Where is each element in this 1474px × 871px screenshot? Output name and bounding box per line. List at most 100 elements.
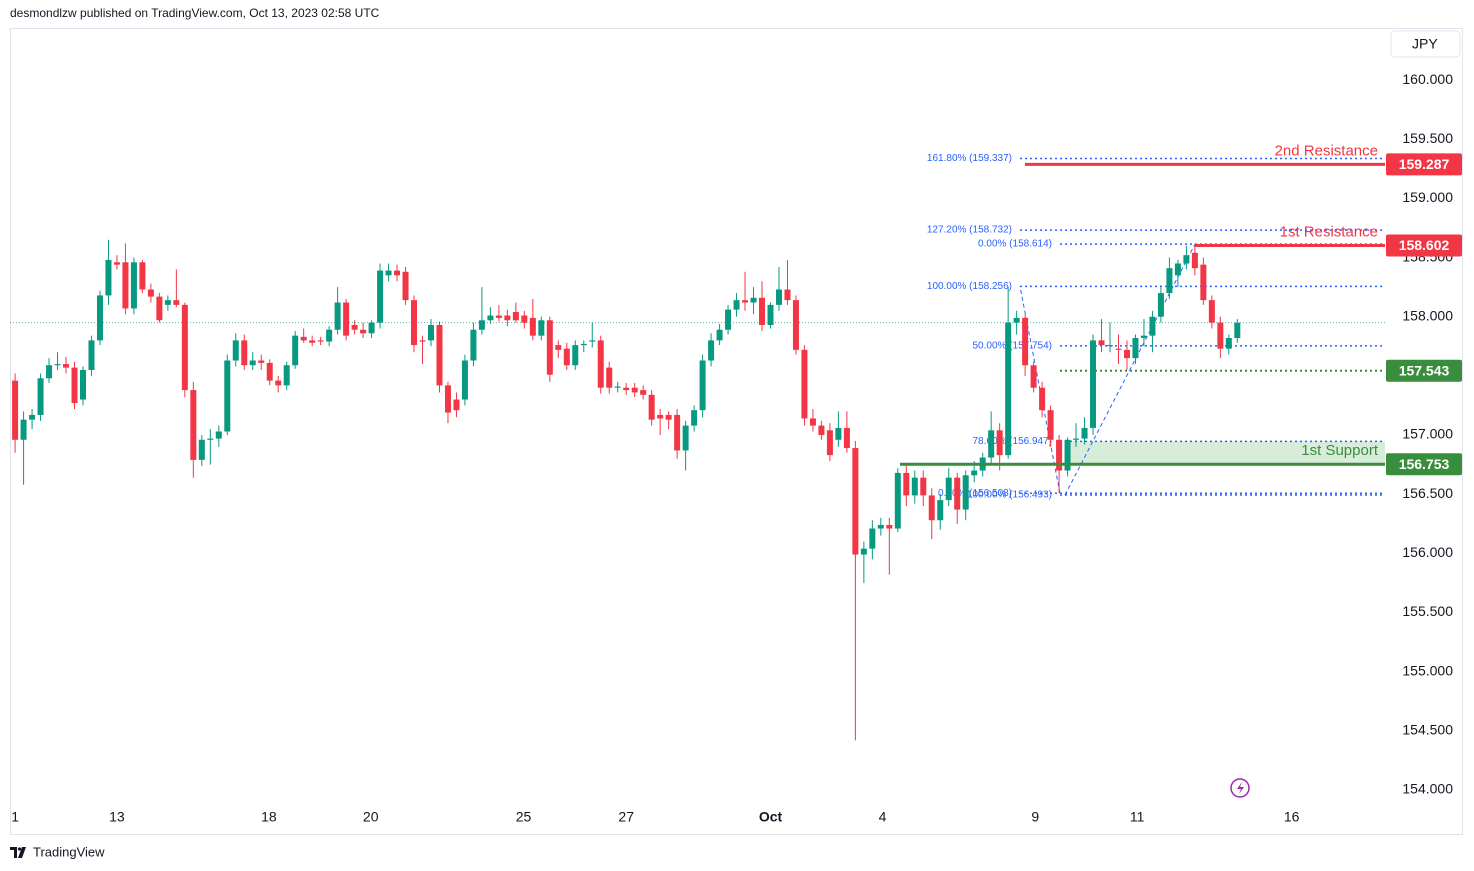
candle-body [911, 477, 918, 496]
candle-body [623, 387, 630, 391]
candle-body [46, 365, 53, 379]
candle-body [852, 448, 859, 555]
candle-body [962, 475, 969, 510]
currency: JPY [1412, 36, 1438, 52]
candle-body [988, 430, 995, 458]
candle-body [1056, 439, 1063, 471]
chart-frame [10, 28, 1463, 835]
level-name: 1st Resistance [1280, 223, 1378, 240]
candle-body [809, 418, 816, 426]
price-box [1386, 453, 1462, 476]
candle-body [835, 427, 842, 440]
x-tick-label: 9 [1031, 809, 1039, 825]
candle-body [1208, 300, 1215, 323]
candle-body [343, 302, 350, 336]
candle-body [334, 302, 341, 330]
flash-circle[interactable] [1230, 778, 1250, 798]
y-tick-label: 160.000 [1402, 71, 1453, 87]
candle-body [665, 414, 672, 420]
candle-body [928, 495, 935, 521]
candle-body [843, 427, 850, 449]
candle-body [470, 329, 477, 361]
candle-body [1005, 322, 1012, 456]
fib-label: 127.20% (158.732) [927, 225, 1012, 236]
candle-body [1234, 322, 1241, 339]
candle-body [580, 343, 587, 346]
candle-body [1149, 316, 1156, 336]
candle-body [877, 524, 884, 529]
candle-body [419, 340, 426, 342]
candle-body [122, 262, 129, 309]
y-tick-label: 155.000 [1402, 662, 1453, 678]
candle-body [29, 414, 36, 420]
candle-body [164, 300, 171, 305]
candle-body [292, 335, 299, 366]
candle-body [894, 472, 901, 529]
fib-label: 161.80% (159.337) [927, 153, 1012, 164]
y-tick-label: 159.500 [1402, 130, 1453, 146]
price-box [1386, 234, 1462, 257]
candle-body [377, 270, 384, 323]
candle-body [207, 438, 214, 440]
candle-body [1022, 317, 1029, 366]
candle-body [674, 414, 681, 451]
fib-label: 0.00% (158.614) [978, 239, 1052, 250]
candle-body [860, 548, 867, 555]
candle-body [130, 262, 137, 309]
candle-body [1200, 264, 1207, 301]
price-box-label: 159.287 [1399, 156, 1450, 172]
candle-body [640, 390, 647, 395]
candle-body [589, 340, 596, 342]
x-tick-label: 27 [618, 809, 634, 825]
y-tick-label: 154.000 [1402, 781, 1453, 797]
candle-body [1140, 335, 1147, 339]
candle-body [1123, 349, 1130, 359]
candle-body [495, 315, 502, 318]
x-tick-label: 25 [516, 809, 532, 825]
x-tick-label: 11 [1130, 809, 1145, 825]
candle-body [971, 470, 978, 476]
fib-label: 50.00% (157.754) [972, 340, 1052, 351]
flash-icon[interactable] [1230, 778, 1250, 798]
flash-bolt[interactable] [1237, 782, 1244, 794]
candle-body [96, 295, 103, 341]
candle-body [402, 271, 409, 301]
candle-body [1183, 255, 1190, 264]
x-tick-label: 20 [363, 809, 379, 825]
candle-body [88, 340, 95, 370]
candle-body [920, 477, 927, 496]
x-tick-label: Oct [759, 809, 783, 825]
candle-body [1081, 427, 1088, 439]
candle-body [54, 364, 61, 366]
y-tick-label: 154.500 [1402, 722, 1453, 738]
candle-body [538, 320, 545, 336]
candle-body [478, 320, 485, 330]
price-box-label: 156.753 [1399, 456, 1450, 472]
candle-body [775, 289, 782, 305]
candle-body [614, 386, 621, 388]
candle-body [631, 387, 638, 393]
candle-body [190, 390, 197, 460]
candle-body [1225, 338, 1232, 349]
candle-body [453, 399, 460, 411]
candle-body [1174, 263, 1181, 276]
candle-body [725, 309, 732, 330]
candle-body [937, 500, 944, 521]
candle-body [249, 360, 256, 366]
candle-body [79, 369, 86, 400]
support-zone [1068, 441, 1385, 465]
candle-body [818, 425, 825, 436]
footer-brand: TradingView [33, 844, 105, 859]
candle-body [232, 340, 239, 361]
candle-body [385, 270, 392, 276]
x-tick-label: 4 [879, 809, 887, 825]
y-tick-label: 158.000 [1402, 307, 1453, 323]
candle-body [1098, 340, 1105, 346]
candle-body [792, 300, 799, 350]
candle-body [266, 362, 273, 381]
fib-label: 100.00% (158.256) [927, 281, 1012, 292]
level-name: 1st Support [1301, 442, 1379, 459]
fib-label: 78.60% (156.947) [972, 436, 1052, 447]
